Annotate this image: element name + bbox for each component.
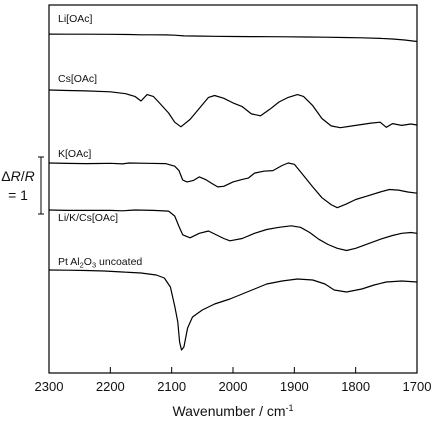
x-tick-label-2300: 2300 xyxy=(35,379,64,394)
series-label-4-part-4: uncoated xyxy=(96,256,142,268)
series-lines xyxy=(48,33,418,351)
series-label-4-part-1: 2 xyxy=(80,261,84,270)
series-line-1 xyxy=(48,89,418,129)
x-axis-ticks xyxy=(48,367,418,373)
x-axis-label-superscript: -1 xyxy=(286,403,294,413)
scale-bar-label: ΔR/R xyxy=(1,168,35,184)
series-label-3: Li/K/Cs[OAc] xyxy=(58,212,118,224)
series-label-0: Li[OAc] xyxy=(58,13,93,25)
x-axis-tick-labels: 2300 2200 2100 2000 1900 1800 1700 xyxy=(35,379,432,394)
x-tick-label-2000: 2000 xyxy=(219,379,248,394)
scale-bar: ΔR/R = 1 xyxy=(1,156,44,215)
scale-bar-delta: Δ xyxy=(1,168,10,184)
series-labels: Li[OAc] Cs[OAc] K[OAc] Li/K/Cs[OAc] Pt Al2O3… xyxy=(58,13,142,270)
series-label-1: Cs[OAc] xyxy=(58,73,97,85)
series-label-2: K[OAc] xyxy=(58,148,91,160)
x-tick-label-1900: 1900 xyxy=(280,379,309,394)
x-tick-label-2100: 2100 xyxy=(157,379,186,394)
x-tick-label-2200: 2200 xyxy=(96,379,125,394)
x-axis-label: Wavenumber / cm-1 xyxy=(172,403,293,419)
scale-bar-r2: R xyxy=(25,168,35,184)
x-axis-label-main: Wavenumber / cm xyxy=(172,403,285,419)
series-line-2 xyxy=(48,162,418,209)
series-label-4-part-3: 3 xyxy=(92,261,96,270)
scale-bar-slash: / xyxy=(21,168,25,184)
series-label-4-part-0: Pt Al xyxy=(58,256,80,268)
x-tick-label-1800: 1800 xyxy=(341,379,370,394)
series-label-4-part-2: O xyxy=(84,256,92,268)
scale-bar-r1: R xyxy=(11,168,21,184)
series-label-4: Pt Al2O3 uncoated xyxy=(58,256,142,270)
scale-bar-value: = 1 xyxy=(8,187,28,203)
series-line-3 xyxy=(48,209,418,252)
plot-frame xyxy=(48,4,418,374)
x-tick-label-1700: 1700 xyxy=(403,379,432,394)
series-line-4 xyxy=(48,269,418,351)
series-line-0 xyxy=(48,33,418,43)
